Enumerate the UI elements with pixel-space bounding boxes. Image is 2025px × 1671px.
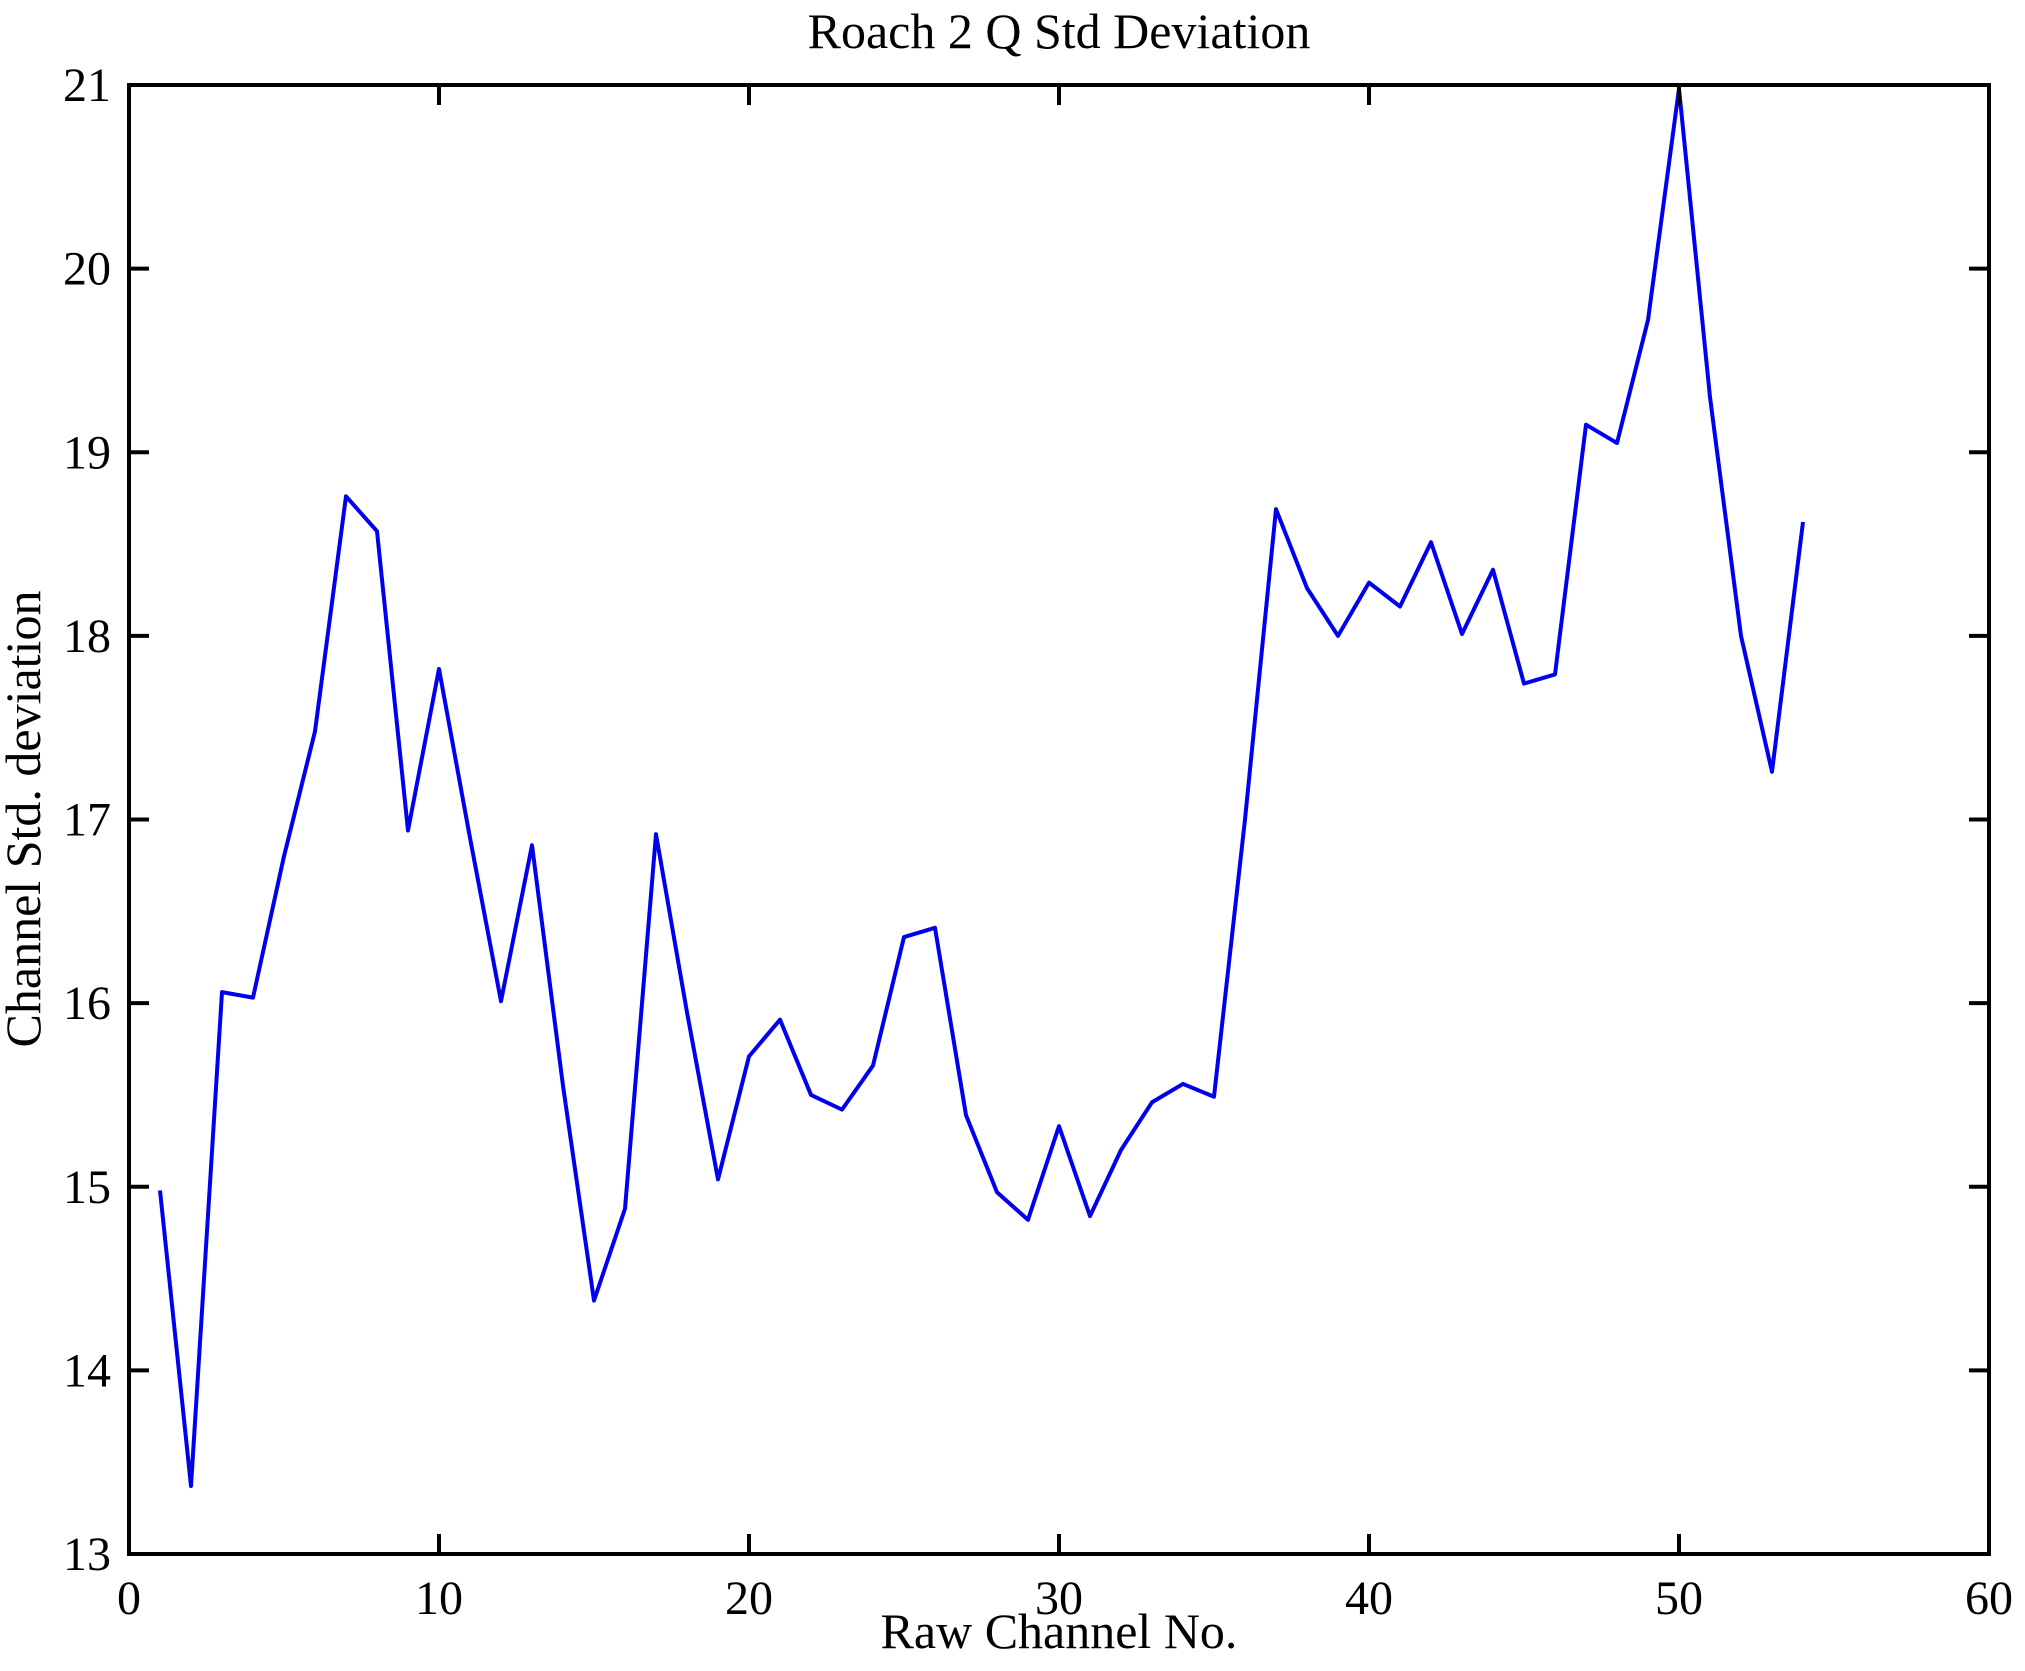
y-tick-label: 17 (63, 794, 111, 847)
y-axis-label: Channel Std. deviation (0, 591, 51, 1048)
x-tick-label: 30 (1035, 1572, 1083, 1625)
data-line (158, 86, 1805, 1489)
x-tick-label: 20 (725, 1572, 773, 1625)
x-axis-label: Raw Channel No. (881, 1603, 1238, 1659)
y-tick-label: 14 (63, 1344, 111, 1397)
y-tick-label: 16 (63, 977, 111, 1030)
x-tick-label: 40 (1345, 1572, 1393, 1625)
x-tick-label: 10 (415, 1572, 463, 1625)
plot-area: 0 10 20 30 40 50 60 13 14 15 16 17 18 19 20 21 (63, 59, 2013, 1625)
y-tick-label: 15 (63, 1161, 111, 1214)
y-tick-label: 20 (63, 243, 111, 296)
y-tick-label: 19 (63, 426, 111, 479)
y-tick-label: 18 (63, 610, 111, 663)
y-tick-label: 13 (63, 1528, 111, 1581)
x-tick-label: 60 (1965, 1572, 2013, 1625)
x-tick-label: 0 (117, 1572, 141, 1625)
y-tick-label: 21 (63, 59, 111, 112)
chart-title: Roach 2 Q Std Deviation (808, 3, 1311, 59)
x-tick-label: 50 (1655, 1572, 1703, 1625)
